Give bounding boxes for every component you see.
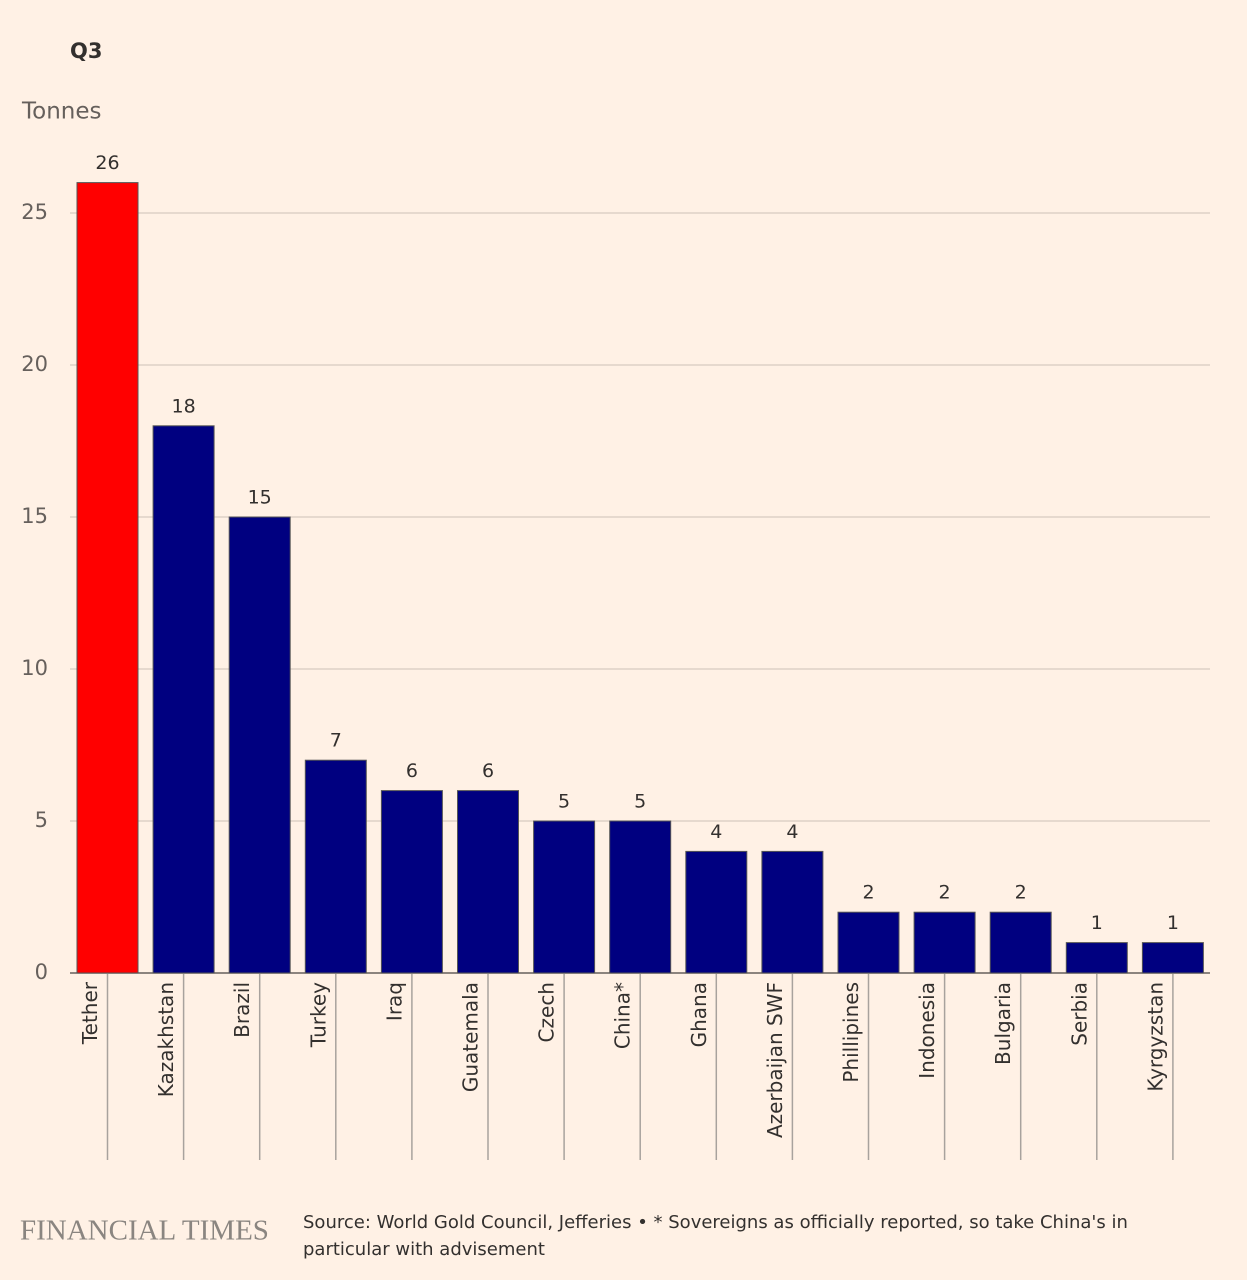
x-tick-label: Brazil [230, 982, 254, 1038]
bar [685, 850, 748, 974]
bar [609, 820, 672, 974]
value-label: 6 [406, 760, 418, 782]
x-tick-label: Serbia [1067, 982, 1091, 1046]
value-label: 5 [558, 791, 570, 813]
value-label: 2 [939, 882, 951, 904]
value-label: 2 [1015, 882, 1027, 904]
x-tick-label: Iraq [382, 982, 406, 1021]
bar [380, 790, 443, 974]
x-tick-label: Kazakhstan [154, 982, 178, 1097]
x-tick-label: Kyrgyzstan [1143, 982, 1167, 1092]
bar [1065, 942, 1128, 974]
y-axis-label: Tonnes [21, 99, 102, 125]
y-tick-label: 0 [35, 960, 48, 984]
y-tick-label: 15 [21, 504, 48, 528]
value-label: 1 [1091, 912, 1103, 934]
bar [457, 790, 519, 974]
y-tick-label: 25 [21, 200, 48, 224]
value-label: 4 [710, 821, 722, 843]
bar [76, 182, 139, 974]
x-tick-label: Azerbaijan SWF [763, 982, 787, 1138]
y-tick-label: 20 [21, 352, 48, 376]
x-tick-label: Guatemala [459, 982, 483, 1092]
x-tick-label: Indonesia [915, 982, 939, 1079]
y-tick-label: 10 [21, 656, 48, 680]
value-label: 18 [172, 395, 196, 417]
source-note: Source: World Gold Council, Jefferies • … [303, 1212, 1128, 1260]
chart-title: Q3 [70, 39, 102, 63]
bar [152, 425, 215, 974]
value-label: 6 [482, 760, 494, 782]
x-tick-label: Turkey [306, 982, 330, 1048]
x-tick-label: Tether [78, 981, 102, 1045]
bar [989, 911, 1052, 974]
brand: FINANCIAL TIMES [20, 1215, 269, 1247]
value-label: 26 [95, 152, 119, 174]
bar [1141, 942, 1204, 974]
bar [304, 759, 367, 974]
x-tick-label: Ghana [687, 982, 711, 1047]
value-label: 15 [248, 487, 272, 509]
bar [837, 911, 900, 974]
value-label: 5 [634, 791, 646, 813]
bar [913, 911, 976, 974]
bar [761, 850, 824, 974]
x-tick-label: China* [611, 982, 635, 1049]
x-tick-label: Phillipines [839, 982, 863, 1083]
bar [533, 820, 596, 974]
value-label: 7 [330, 730, 342, 752]
value-label: 1 [1167, 912, 1179, 934]
x-tick-label: Czech [535, 982, 559, 1042]
value-label: 2 [862, 882, 874, 904]
y-tick-label: 5 [35, 808, 48, 832]
x-tick-label: Bulgaria [991, 982, 1015, 1065]
bar [228, 516, 291, 974]
value-label: 4 [786, 821, 798, 843]
